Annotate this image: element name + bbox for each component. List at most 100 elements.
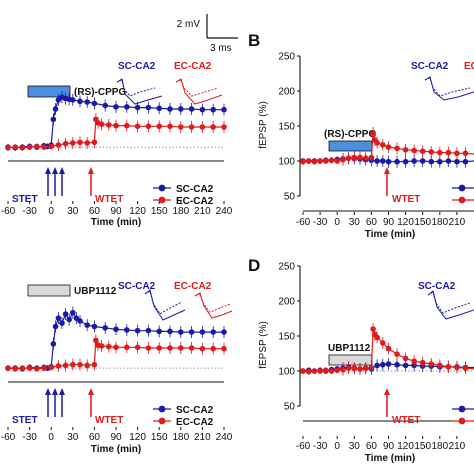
panel-a-series-ec-point xyxy=(48,143,54,150)
panel-a-legend-sc: SC-CA2 xyxy=(176,184,214,195)
panel-c-stet-label: STET xyxy=(12,415,38,426)
panel-c-ec-trace-baseline xyxy=(194,293,231,313)
panel-c-series-sc-point xyxy=(113,326,119,333)
panel-b-xtick-label: 90 xyxy=(383,217,395,228)
panel-d-sc-trace-post xyxy=(427,290,474,320)
panel-b-xtick-label: -30 xyxy=(313,217,328,228)
panel-a-series-ec-point xyxy=(41,144,47,150)
panel-b-sc-trace-post xyxy=(424,76,474,101)
panel-c-stet-arrows xyxy=(45,388,65,417)
panel-b-series-ec-point xyxy=(357,154,363,161)
panel-c-drug-bar xyxy=(27,284,71,297)
panel-d-series-sc-point xyxy=(374,362,380,369)
panel-d-series-ec-point xyxy=(445,364,452,370)
panel-d-wtet-arrow xyxy=(384,388,390,417)
panel-b-series-ec-point xyxy=(419,148,426,154)
panel-c-wtet-label: WTET xyxy=(95,415,123,426)
panel-a-xtick-label: 180 xyxy=(172,206,189,217)
panel-b-ylabel: fEPSP (%) xyxy=(258,101,269,149)
panel-b-drug-bar-label: (RS)-CPPG xyxy=(324,129,376,140)
panel-a-legend: SC-CA2 EC-CA2 xyxy=(153,184,214,207)
panel-c-series-ec-point xyxy=(113,344,119,351)
panel-c-series-ec xyxy=(5,334,227,373)
panel-d-wtet-label: WTET xyxy=(392,415,420,426)
panel-c-series-ec-point xyxy=(167,345,173,351)
panel-b-series-sc-point xyxy=(385,158,392,165)
panel-b-series-sc-point xyxy=(411,158,417,164)
panel-c-series-ec-point xyxy=(12,366,18,372)
panel-c-series-ec-point xyxy=(98,343,105,349)
panel-c-series-ec-point xyxy=(199,345,206,352)
panel-d-series-sc-point xyxy=(394,361,400,368)
panel-d-series-ec-point xyxy=(340,366,346,373)
panel-a-series-ec-point xyxy=(145,123,152,130)
panel-b-series-sc-point xyxy=(428,158,435,165)
panel-d-series-ec-point xyxy=(454,364,460,371)
panel-a-series-ec-point xyxy=(70,140,76,146)
panel-d-series-ec-point xyxy=(317,368,323,374)
panel-c-series-sc-point xyxy=(145,327,152,334)
panel-b-trace-label-ec: EC-CA2 xyxy=(464,61,474,72)
panel-d-series-ec-point xyxy=(419,359,426,366)
panel-d-sc-trace-baseline xyxy=(427,291,471,314)
panel-a-drug-bar-label: (RS)-CPPG xyxy=(74,87,126,98)
panel-c-series-sc-point xyxy=(102,325,108,331)
panel-a-xtick-label: -30 xyxy=(22,206,37,217)
panel-a-xtick-label: 150 xyxy=(151,206,168,217)
panel-a-series-ec-point xyxy=(221,124,227,130)
panel-c-series-sc-point xyxy=(210,329,216,335)
panel-b-series-ec-point xyxy=(345,155,352,161)
panel-b-legend xyxy=(452,184,474,204)
panel-d-series-sc-point xyxy=(402,362,409,369)
panel-c-ec-trace-post xyxy=(194,292,233,319)
panel-d-series-ec-point xyxy=(323,367,329,374)
panel-c-series-ec-point xyxy=(124,344,130,351)
panel-d-xtick-label: 150 xyxy=(414,441,431,452)
panel-c-xtick-label: 240 xyxy=(216,432,233,443)
panel-c-series-sc xyxy=(5,306,227,372)
panel-b-series-sc-point xyxy=(402,158,409,165)
panel-b-ytick-label: 250 xyxy=(278,52,295,63)
panel-a-series-ec xyxy=(5,113,227,152)
panel-c-series-ec-point xyxy=(48,364,54,371)
panel-a-xtick-label: -60 xyxy=(1,206,16,217)
panel-c-series-sc-point xyxy=(91,323,98,330)
panel-c-xtick-label: 210 xyxy=(194,432,211,443)
panel-c-series-sc-point xyxy=(59,320,65,326)
panel-a-series-ec-point xyxy=(34,143,40,150)
panel-c-plot: -60 -30 0 30 60 90 120 150 180 210 240 Time (min) xyxy=(1,306,233,455)
panel-c-series-ec-point xyxy=(91,361,98,368)
panel-b-series-sc-point xyxy=(419,158,426,164)
panel-a-drug-bar xyxy=(27,85,71,98)
panel-c-series-ec-point xyxy=(19,365,26,371)
panel-c-xtick-label: 30 xyxy=(67,432,79,443)
panel-b-series-ec-point xyxy=(380,142,386,148)
panel-b-xtick-label: 180 xyxy=(431,217,448,228)
panel-c-xtick-label: 150 xyxy=(151,432,168,443)
panel-c-series-sc-point xyxy=(124,327,130,333)
panel-b-sc-trace-baseline xyxy=(424,77,471,97)
panel-c-series-sc-point xyxy=(178,329,184,335)
panel-d-xlabel: Time (min) xyxy=(365,453,415,464)
panel-c-series-sc-point xyxy=(156,328,162,335)
panel-d-series-ec-point xyxy=(345,365,352,372)
panel-d-series-ec xyxy=(300,323,474,376)
panel-a-series-ec-point xyxy=(26,144,33,150)
panel-a-trace-label-ec: EC-CA2 xyxy=(174,61,212,72)
panel-b-wtet-arrow xyxy=(384,167,390,196)
panel-b-xtick-label: 60 xyxy=(366,217,378,228)
panel-c-series-ec-point xyxy=(55,363,62,369)
panel-d-ytick-label: 50 xyxy=(284,402,296,413)
panel-c-series-sc-point xyxy=(50,341,57,347)
panel-d-series-ec-point xyxy=(334,367,341,374)
panel-d-xtick-label: 30 xyxy=(349,441,361,452)
panel-a-series-sc-point xyxy=(178,106,184,112)
panel-b-wtet-label: WTET xyxy=(392,194,420,205)
panel-b-ytick-label: 150 xyxy=(278,122,295,133)
panel-b-series-sc-point xyxy=(394,158,400,165)
panel-b-series-ec-point xyxy=(385,144,392,150)
panel-a-series-ec-point xyxy=(106,122,112,128)
panel-c-series-ec-point xyxy=(221,345,227,352)
panel-b-series-ec-point xyxy=(362,155,369,161)
panel-d-ytick-label: 250 xyxy=(278,262,295,273)
